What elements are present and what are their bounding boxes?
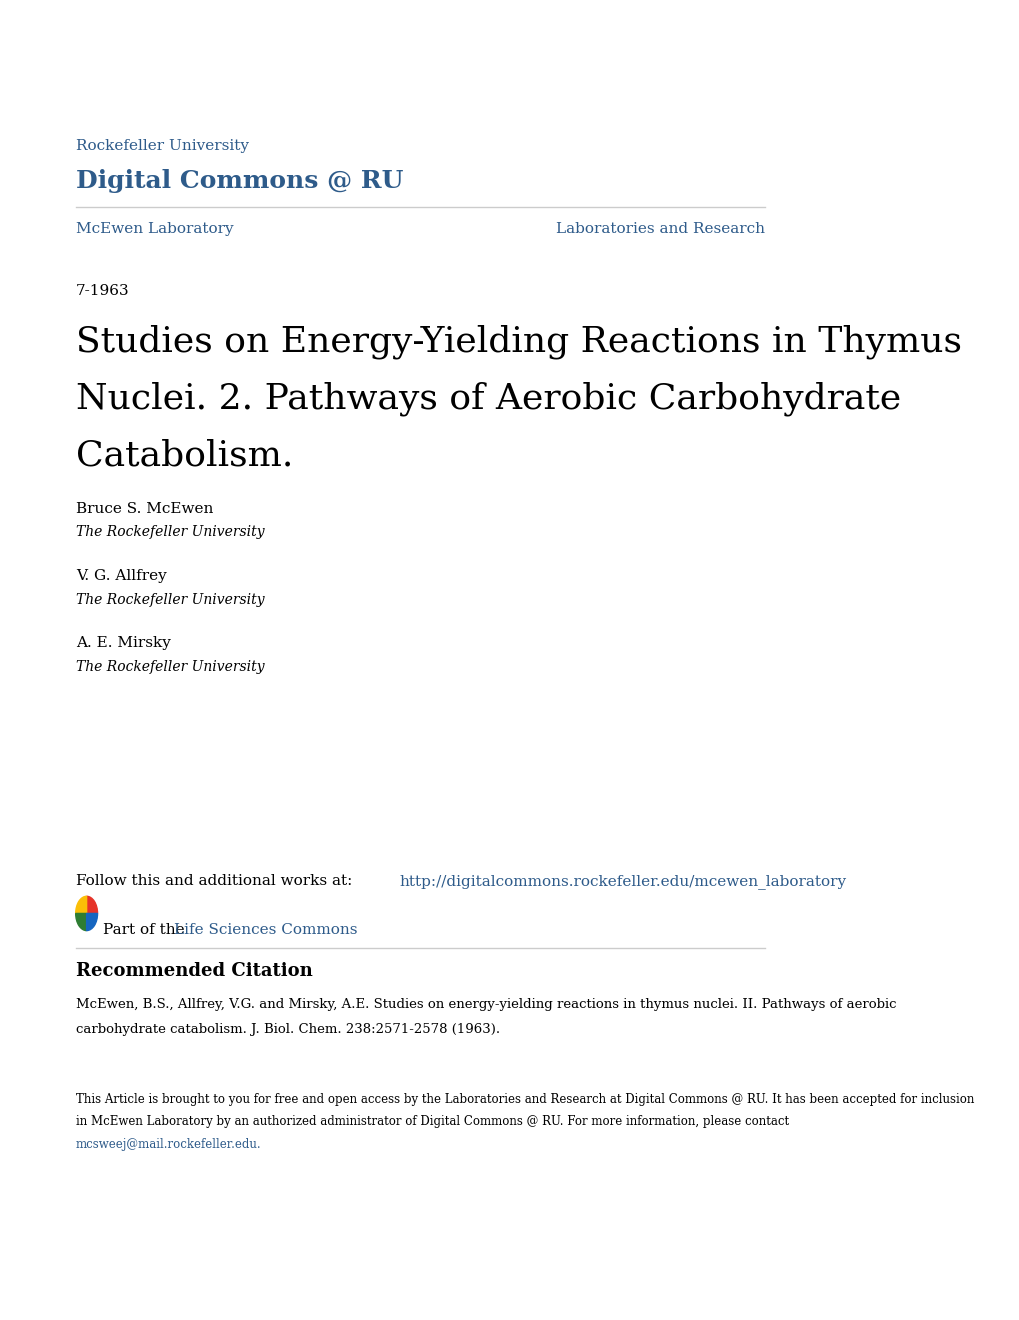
- Text: The Rockefeller University: The Rockefeller University: [75, 593, 264, 607]
- Text: in McEwen Laboratory by an authorized administrator of Digital Commons @ RU. For: in McEwen Laboratory by an authorized ad…: [75, 1115, 788, 1129]
- Text: carbohydrate catabolism. J. Biol. Chem. 238:2571-2578 (1963).: carbohydrate catabolism. J. Biol. Chem. …: [75, 1023, 499, 1036]
- Text: Studies on Energy-Yielding Reactions in Thymus: Studies on Energy-Yielding Reactions in …: [75, 325, 961, 359]
- Text: Nuclei. 2. Pathways of Aerobic Carbohydrate: Nuclei. 2. Pathways of Aerobic Carbohydr…: [75, 381, 900, 416]
- Text: Life Sciences Commons: Life Sciences Commons: [174, 923, 358, 937]
- Text: McEwen Laboratory: McEwen Laboratory: [75, 222, 233, 236]
- Text: Part of the: Part of the: [103, 923, 190, 937]
- Wedge shape: [87, 896, 98, 913]
- Text: Bruce S. McEwen: Bruce S. McEwen: [75, 502, 213, 516]
- Text: Catabolism.: Catabolism.: [75, 438, 292, 473]
- Text: Recommended Citation: Recommended Citation: [75, 962, 312, 981]
- Text: The Rockefeller University: The Rockefeller University: [75, 525, 264, 540]
- Text: Digital Commons @ RU: Digital Commons @ RU: [75, 169, 403, 193]
- Text: Follow this and additional works at:: Follow this and additional works at:: [75, 874, 357, 888]
- Text: McEwen, B.S., Allfrey, V.G. and Mirsky, A.E. Studies on energy-yielding reaction: McEwen, B.S., Allfrey, V.G. and Mirsky, …: [75, 998, 896, 1011]
- Text: This Article is brought to you for free and open access by the Laboratories and : This Article is brought to you for free …: [75, 1093, 973, 1106]
- Text: 7-1963: 7-1963: [75, 284, 129, 298]
- Text: http://digitalcommons.rockefeller.edu/mcewen_laboratory: http://digitalcommons.rockefeller.edu/mc…: [399, 874, 846, 888]
- Text: Rockefeller University: Rockefeller University: [75, 139, 249, 153]
- Wedge shape: [75, 913, 87, 931]
- Text: V. G. Allfrey: V. G. Allfrey: [75, 569, 166, 583]
- Text: The Rockefeller University: The Rockefeller University: [75, 660, 264, 675]
- Text: mcsweej@mail.rockefeller.edu.: mcsweej@mail.rockefeller.edu.: [75, 1138, 261, 1151]
- Wedge shape: [75, 896, 87, 913]
- Wedge shape: [87, 913, 98, 931]
- Text: Laboratories and Research: Laboratories and Research: [555, 222, 764, 236]
- Text: A. E. Mirsky: A. E. Mirsky: [75, 636, 170, 651]
